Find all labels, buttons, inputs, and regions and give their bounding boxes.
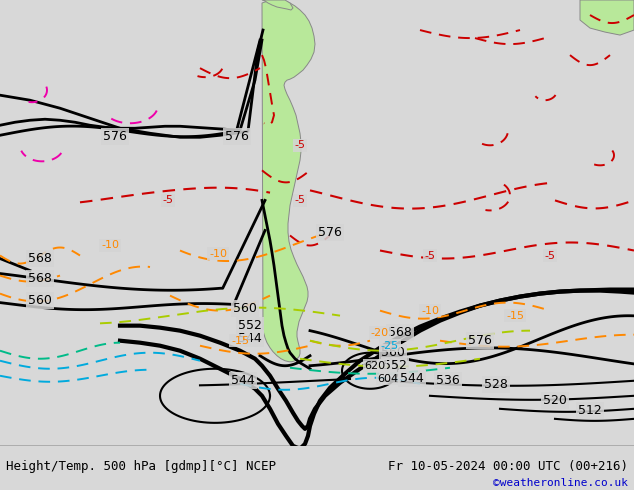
Text: -25: -25 [381,341,399,351]
Text: 620: 620 [365,361,385,371]
Text: 560: 560 [381,346,405,359]
Text: Height/Temp. 500 hPa [gdmp][°C] NCEP: Height/Temp. 500 hPa [gdmp][°C] NCEP [6,461,276,473]
Text: 568: 568 [388,326,412,339]
Text: 544: 544 [400,372,424,385]
Text: -10: -10 [101,241,119,250]
Text: 568: 568 [28,252,52,265]
Text: -10: -10 [209,248,227,259]
Text: 560: 560 [28,294,52,307]
Text: -15: -15 [506,311,524,320]
Text: 528: 528 [484,378,508,392]
Text: 604: 604 [377,374,399,384]
Polygon shape [262,0,293,10]
Text: -5: -5 [425,250,436,261]
Text: -20: -20 [371,328,389,338]
Text: -5: -5 [295,140,306,150]
Text: -10: -10 [421,306,439,316]
Text: 536: 536 [436,374,460,387]
Text: 512: 512 [578,404,602,417]
Text: 552: 552 [238,319,262,332]
Text: -15: -15 [231,336,249,345]
Text: 568: 568 [28,272,52,285]
Polygon shape [262,0,315,362]
Text: -5: -5 [162,196,174,205]
Text: 544: 544 [231,374,255,387]
Text: ©weatheronline.co.uk: ©weatheronline.co.uk [493,478,628,488]
Text: 544: 544 [238,332,262,345]
Text: 576: 576 [318,226,342,239]
Text: -5: -5 [295,196,306,205]
Polygon shape [580,0,634,35]
Text: -5: -5 [545,250,555,261]
Text: 576: 576 [468,334,492,347]
Text: 576: 576 [225,130,249,143]
Text: Fr 10-05-2024 00:00 UTC (00+216): Fr 10-05-2024 00:00 UTC (00+216) [387,461,628,473]
Text: 552: 552 [383,359,407,372]
Text: 576: 576 [103,130,127,143]
Text: 520: 520 [543,394,567,407]
Text: 560: 560 [233,302,257,315]
